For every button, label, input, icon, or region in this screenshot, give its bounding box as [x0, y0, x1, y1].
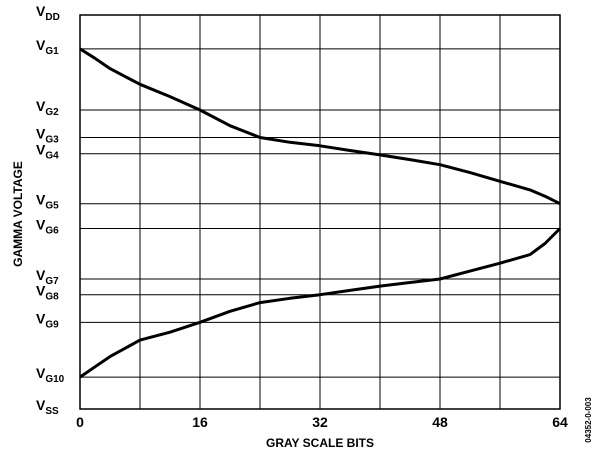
figure-code: 04352-0-003 [584, 397, 593, 443]
y-level-label-g1: VG1 [36, 37, 59, 57]
x-tick-label-16: 16 [192, 414, 208, 430]
x-tick-label-48: 48 [432, 414, 448, 430]
y-level-label-g4: VG4 [36, 142, 59, 162]
y-level-label-g10: VG10 [36, 365, 65, 385]
y-level-label-g8: VG8 [36, 283, 59, 303]
x-tick-labels: 0 16 32 48 64 [76, 414, 568, 430]
y-axis-label: GAMMA VOLTAGE [11, 161, 25, 267]
y-level-label-g6: VG6 [36, 217, 59, 237]
y-level-label-g2: VG2 [36, 98, 59, 118]
y-level-label-dd: VDD [36, 3, 60, 23]
x-tick-label-32: 32 [312, 414, 328, 430]
x-tick-label-64: 64 [552, 414, 568, 430]
y-level-label-g3: VG3 [36, 126, 59, 146]
curves [79, 47, 562, 379]
y-level-label-g5: VG5 [36, 192, 59, 212]
x-tick-label-0: 0 [76, 414, 84, 430]
upper-gamma-curve [79, 47, 561, 206]
y-level-label-g9: VG9 [36, 310, 59, 330]
y-level-label-g7: VG7 [36, 267, 59, 287]
plot-frame [79, 14, 561, 410]
grid-lines [80, 15, 560, 409]
x-axis-label: GRAY SCALE BITS [266, 436, 374, 450]
y-level-label-ss: VSS [36, 397, 59, 417]
lower-gamma-curve [79, 227, 562, 379]
